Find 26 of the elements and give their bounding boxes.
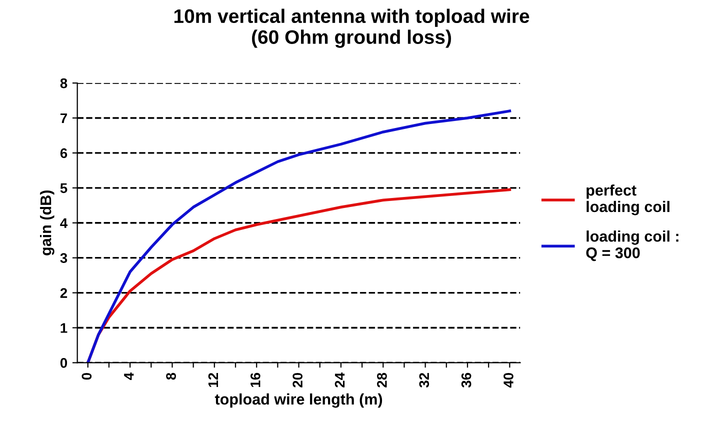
x-tick-label: 24 [334, 372, 345, 388]
y-tick-label: 8 [60, 78, 68, 88]
x-tick-label: 40 [504, 373, 514, 388]
y-tick-label: 5 [60, 183, 68, 194]
y-tick-label: 7 [60, 113, 67, 124]
legend-label: loading coil : Q = 300 [586, 230, 678, 262]
line-series [86, 110, 512, 363]
chart-title: 10m vertical antenna with topload wire (60 Ohm ground loss) [174, 8, 530, 48]
x-tick-label: 0 [82, 373, 92, 380]
y-tick-label: 0 [60, 358, 68, 368]
legend-label: perfect loading coil [586, 184, 670, 216]
x-tick-label: 36 [461, 372, 472, 388]
x-tick-label: 12 [208, 372, 218, 388]
y-tick-label: 2 [60, 288, 68, 298]
x-tick-label: 20 [292, 373, 303, 388]
y-tick-label: 6 [60, 148, 68, 158]
y-tick-label: 1 [60, 323, 68, 333]
x-tick-label: 32 [419, 372, 430, 388]
x-axis-title: topload wire length (m) [214, 393, 382, 408]
y-tick-label: 4 [60, 218, 68, 228]
y-tick-label: 3 [60, 253, 68, 264]
x-tick-label: 8 [166, 372, 176, 380]
x-tick-label: 28 [377, 372, 387, 388]
y-axis-title: gain (dB) [40, 190, 54, 256]
x-tick-label: 16 [250, 372, 260, 388]
x-tick-label: 4 [124, 372, 134, 380]
